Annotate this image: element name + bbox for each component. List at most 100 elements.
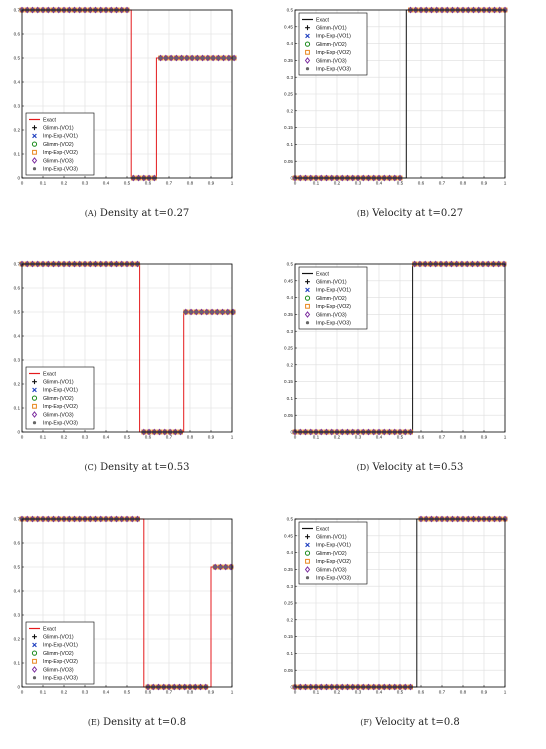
- legend-glimm_vo2-swatch: [304, 295, 311, 301]
- y-tick-label: 0.3: [287, 329, 294, 334]
- legend-glimm_vo3-swatch: [304, 566, 311, 573]
- x-tick-label: 0.7: [166, 690, 173, 695]
- y-tick-label: 0: [290, 176, 293, 181]
- y-tick-label: 0.1: [287, 651, 294, 656]
- y-tick-label: 0.15: [284, 634, 293, 639]
- legend-label: Imp-Exp-(VO3): [316, 67, 351, 73]
- legend: Exact Glimm-(VO1) Imp-Exp-(VO1) Glimm-(VO2)…: [25, 366, 95, 430]
- legend-label: Exact: [316, 271, 330, 277]
- legend-label: Glimm-(VO3): [43, 667, 74, 673]
- legend-impexp_vo2-swatch: [32, 403, 37, 409]
- legend-box: [298, 521, 368, 585]
- impexp_vo3-marker: [164, 56, 168, 60]
- legend: Exact Glimm-(VO1) Imp-Exp-(VO1) Glimm-(VO2)…: [25, 112, 95, 176]
- y-tick-label: 0.05: [284, 668, 293, 673]
- x-tick-label: 0.4: [376, 435, 383, 440]
- x-tick-label: 0.2: [61, 435, 68, 440]
- x-tick-label: 0.6: [145, 181, 152, 186]
- chart-panel-velocity-f: 0 0.1 0.2 0.3 0.4 0.5 0.6 0.7 0.8 0.9 1 0 0.05 0.1 0.1…: [273, 509, 546, 704]
- caption-c: (C) Density at t=0.53: [2, 462, 272, 473]
- y-tick-label: 0.2: [287, 108, 294, 113]
- y-tick-label: 0.1: [14, 661, 21, 666]
- x-tick-label: 0.7: [166, 435, 173, 440]
- y-tick-label: 0.45: [284, 24, 293, 29]
- y-tick-label: 0.05: [284, 159, 293, 164]
- legend-glimm_vo3-swatch: [304, 57, 311, 64]
- legend-impexp_vo3-swatch: [305, 321, 310, 325]
- y-tick-label: 0.25: [284, 601, 293, 606]
- legend-label: Exact: [316, 17, 330, 23]
- legend-impexp_vo2-swatch: [305, 303, 310, 309]
- y-tick-label: 0.7: [14, 517, 21, 522]
- impexp_vo3-marker: [205, 310, 209, 314]
- x-tick-label: 0.3: [82, 181, 89, 186]
- legend-label: Exact: [43, 117, 57, 123]
- legend-label: Glimm-(VO3): [316, 58, 347, 64]
- y-tick-label: 0.15: [284, 125, 293, 130]
- caption-letter-e: (E): [87, 718, 100, 727]
- impexp_vo3-marker: [201, 56, 205, 60]
- legend-glimm_vo1-swatch: [32, 379, 37, 385]
- legend-impexp_vo3-swatch: [305, 576, 310, 580]
- legend-label: Exact: [316, 526, 330, 532]
- x-tick-label: 0.6: [418, 181, 425, 186]
- plot-frame: [21, 9, 233, 179]
- y-tick-label: 0.4: [14, 589, 21, 594]
- legend-glimm_vo1-swatch: [305, 279, 310, 285]
- tick-labels: 0 0.1 0.2 0.3 0.4 0.5 0.6 0.7 0.8 0.9 1 0 0.1 0.2 0.3 0…: [14, 8, 234, 186]
- y-tick-label: 0.5: [287, 8, 294, 13]
- y-tick-label: 0.3: [14, 358, 21, 363]
- x-tick-label: 0.7: [166, 181, 173, 186]
- x-tick-label: 0.9: [208, 181, 215, 186]
- legend-label: Imp-Exp-(VO3): [43, 676, 78, 682]
- impexp_vo3-marker: [199, 310, 204, 314]
- y-tick-label: 0.5: [14, 56, 21, 61]
- tick-labels: 0 0.1 0.2 0.3 0.4 0.5 0.6 0.7 0.8 0.9 1 0 0.1 0.2 0.3 0…: [14, 262, 234, 440]
- x-tick-label: 0.7: [439, 690, 446, 695]
- x-tick-label: 0.8: [187, 435, 194, 440]
- legend-impexp_vo3-swatch: [32, 167, 37, 171]
- legend-label: Glimm-(VO3): [316, 567, 347, 573]
- y-tick-label: 0.35: [284, 567, 293, 572]
- legend-impexp_vo2-swatch: [305, 558, 310, 564]
- chart-svg-density-c: 0 0.1 0.2 0.3 0.4 0.5 0.6 0.7 0.8 0.9 1 0 0.1 0.2 0.3 0…: [14, 260, 236, 440]
- legend-glimm_vo3-swatch: [31, 157, 38, 164]
- x-tick-label: 0: [21, 435, 24, 440]
- x-tick-label: 0.3: [355, 435, 362, 440]
- legend-label: Imp-Exp-(VO1): [43, 388, 78, 394]
- caption-letter-b: (B): [356, 209, 369, 218]
- x-tick-label: 0: [294, 435, 297, 440]
- legend-label: Imp-Exp-(VO1): [316, 543, 351, 549]
- x-tick-label: 0.9: [208, 435, 215, 440]
- y-tick-label: 0.6: [14, 286, 21, 291]
- x-tick-label: 0.9: [481, 435, 488, 440]
- y-tick-label: 0.4: [14, 80, 21, 85]
- legend-label: Imp-Exp-(VO2): [316, 559, 351, 565]
- legend-glimm_vo2-swatch: [304, 41, 311, 47]
- y-tick-label: 0.4: [287, 550, 294, 555]
- legend-glimm_vo3-swatch: [304, 311, 311, 318]
- x-tick-label: 0.8: [460, 690, 467, 695]
- legend-impexp_vo1-swatch: [32, 387, 37, 393]
- impexp_vo3-marker: [222, 56, 226, 60]
- legend: Exact Glimm-(VO1) Imp-Exp-(VO1) Glimm-(VO2)…: [298, 12, 368, 76]
- x-tick-label: 1: [504, 435, 507, 440]
- tick-labels: 0 0.1 0.2 0.3 0.4 0.5 0.6 0.7 0.8 0.9 1 0 0.05 0.1 0.1…: [284, 8, 507, 186]
- x-tick-label: 0.5: [124, 690, 131, 695]
- x-tick-label: 0.7: [439, 435, 446, 440]
- x-tick-label: 0.4: [103, 690, 110, 695]
- plot-frame: [21, 518, 233, 688]
- legend: Exact Glimm-(VO1) Imp-Exp-(VO1) Glimm-(VO2)…: [25, 621, 95, 685]
- y-tick-label: 0.15: [284, 379, 293, 384]
- legend-label: Glimm-(VO3): [316, 312, 347, 318]
- y-tick-label: 0.2: [14, 128, 21, 133]
- chart-panel-velocity-d: 0 0.1 0.2 0.3 0.4 0.5 0.6 0.7 0.8 0.9 1 0 0.05 0.1 0.1…: [273, 254, 546, 449]
- y-tick-label: 0: [17, 685, 20, 690]
- plot-frame: [294, 263, 506, 433]
- y-tick-label: 0.2: [14, 382, 21, 387]
- legend-impexp_vo1-swatch: [32, 642, 37, 648]
- caption-letter-f: (F): [360, 718, 373, 727]
- legend-impexp_vo1-swatch: [305, 287, 310, 293]
- y-tick-label: 0.5: [14, 310, 21, 315]
